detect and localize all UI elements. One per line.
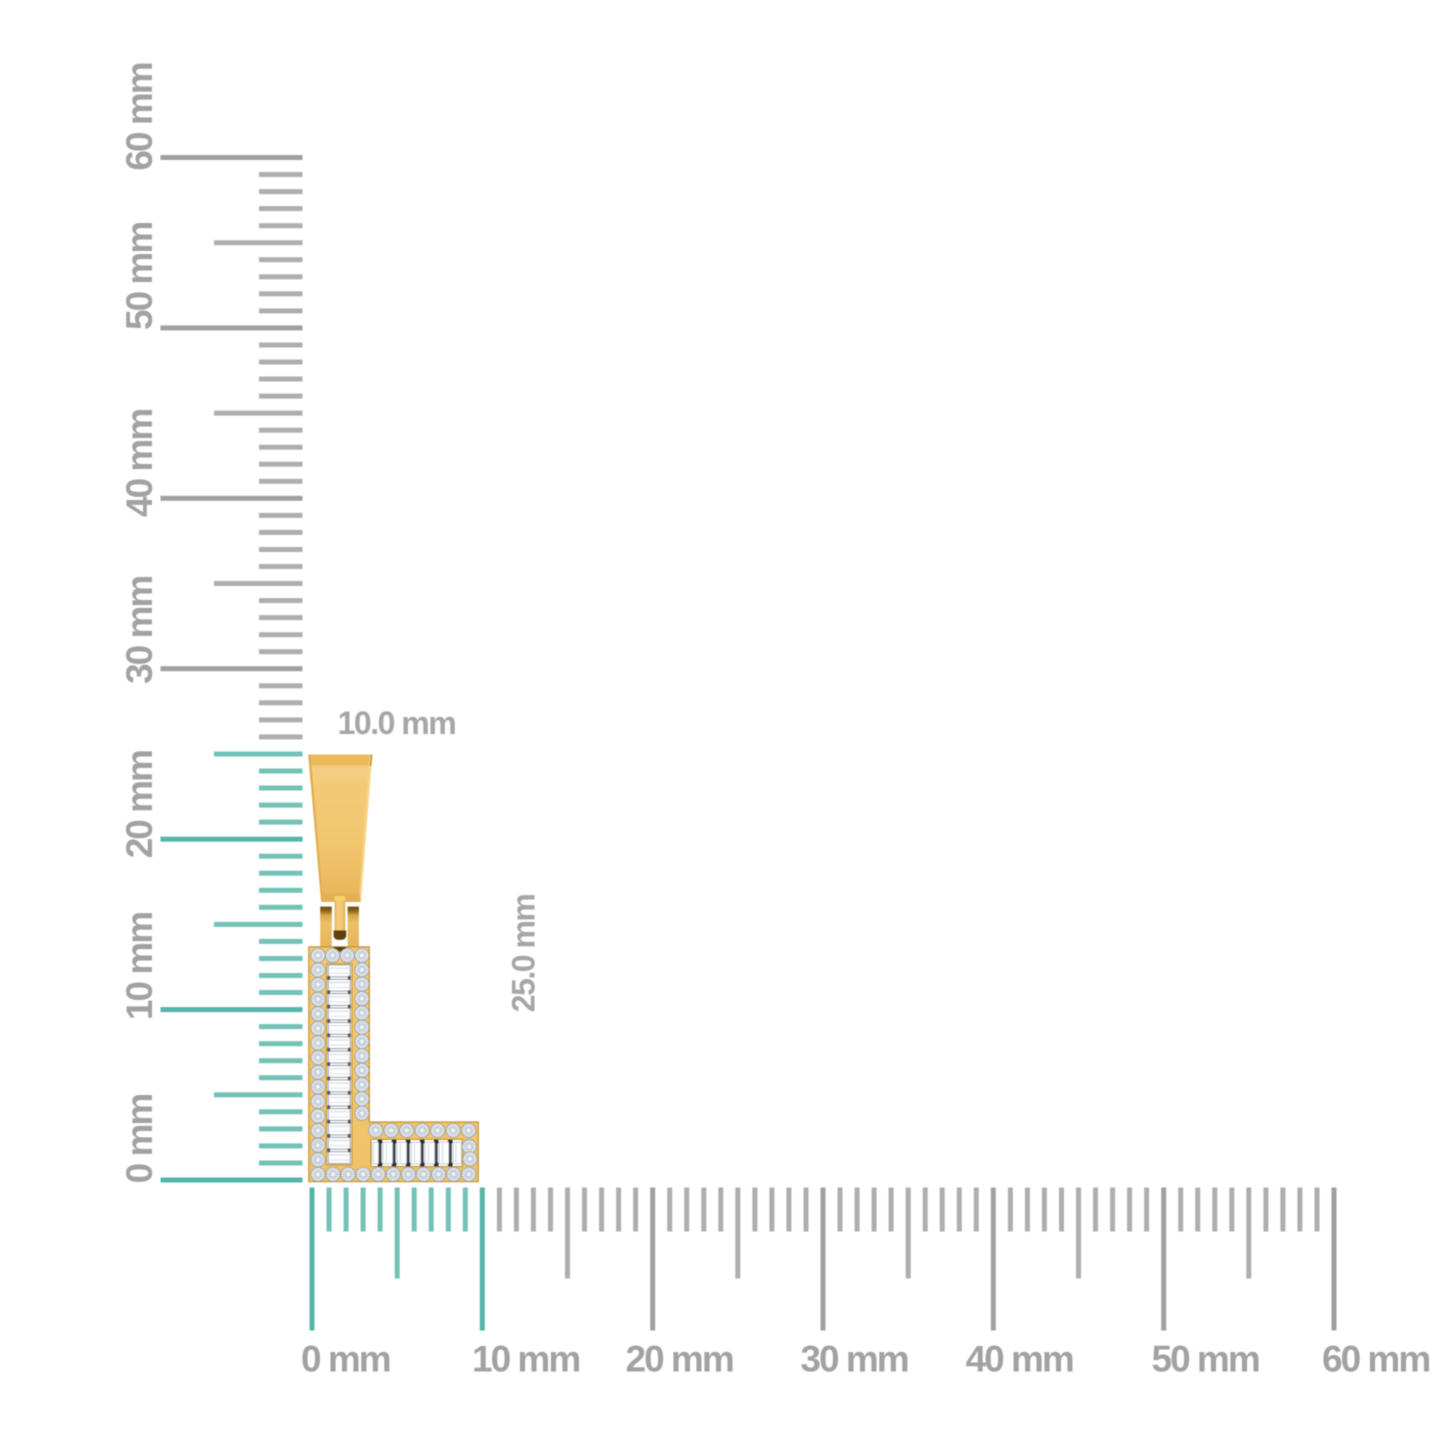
svg-text:10 mm: 10 mm — [119, 913, 160, 1020]
svg-text:25.0 mm: 25.0 mm — [506, 895, 542, 1013]
svg-text:60 mm: 60 mm — [1322, 1339, 1429, 1380]
svg-text:40 mm: 40 mm — [119, 410, 160, 517]
svg-text:20 mm: 20 mm — [119, 751, 160, 858]
svg-text:30 mm: 30 mm — [800, 1339, 907, 1380]
svg-text:0 mm: 0 mm — [301, 1339, 390, 1380]
svg-text:60 mm: 60 mm — [119, 63, 160, 170]
svg-text:10 mm: 10 mm — [472, 1339, 579, 1380]
svg-text:30 mm: 30 mm — [119, 577, 160, 684]
svg-text:40 mm: 40 mm — [966, 1339, 1073, 1380]
svg-text:50 mm: 50 mm — [119, 223, 160, 330]
svg-text:50 mm: 50 mm — [1152, 1339, 1259, 1380]
svg-text:10.0 mm: 10.0 mm — [338, 705, 456, 741]
svg-text:0 mm: 0 mm — [119, 1095, 160, 1184]
svg-text:20 mm: 20 mm — [626, 1339, 733, 1380]
